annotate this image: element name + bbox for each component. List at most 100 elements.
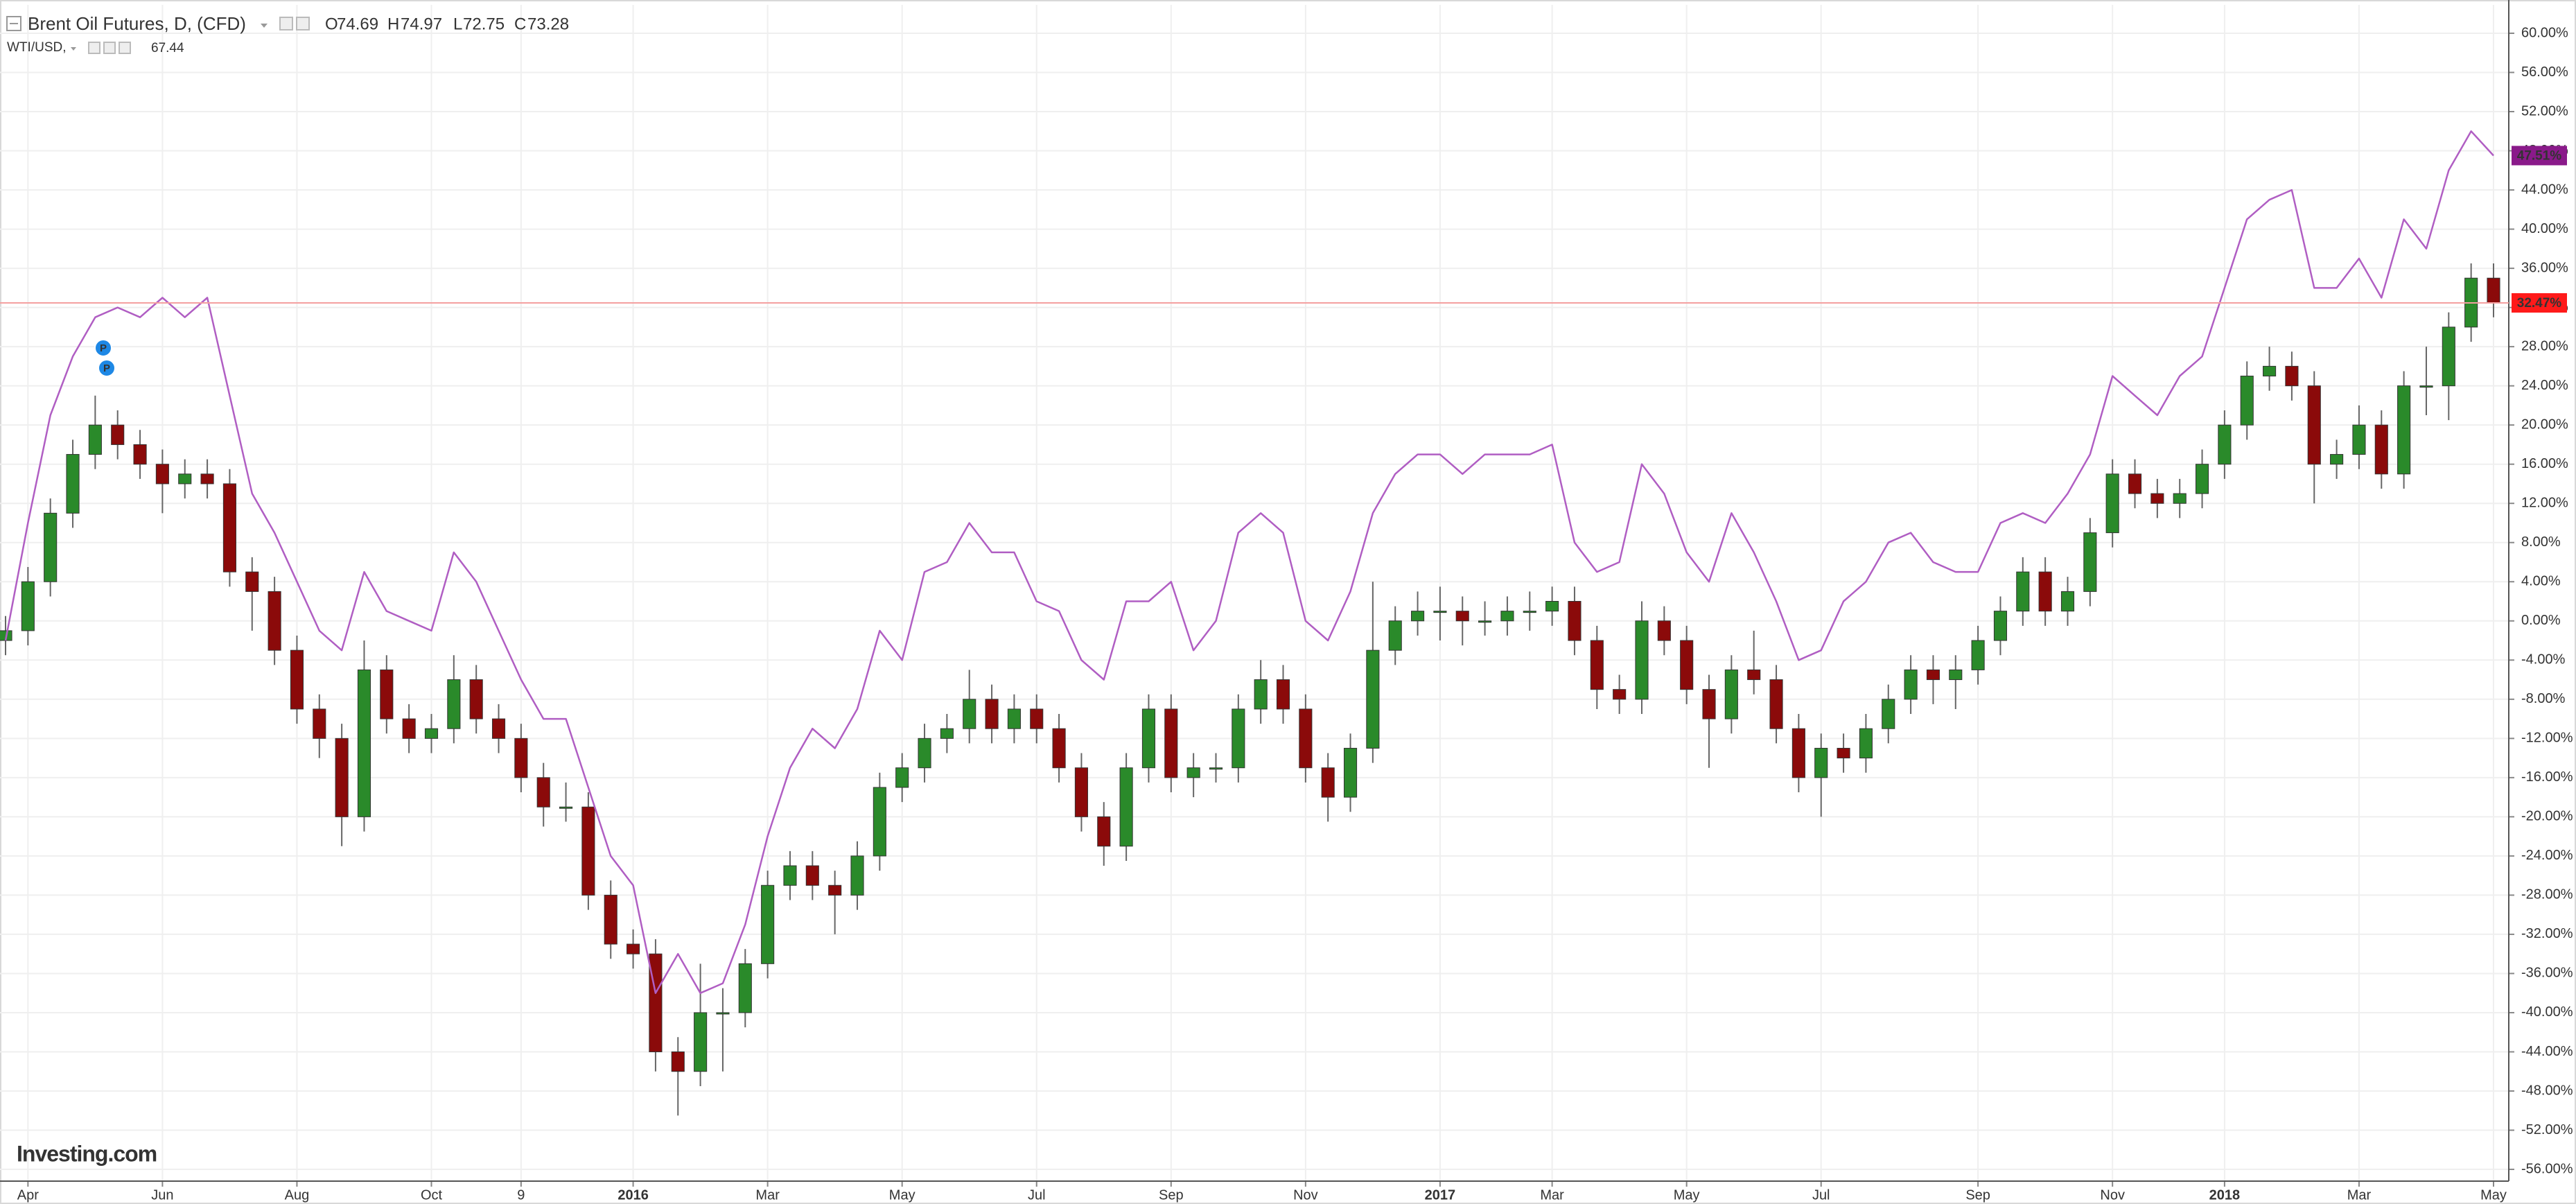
candle-body xyxy=(805,865,819,886)
candle-body xyxy=(627,943,640,954)
candle-body xyxy=(559,806,573,809)
y-tick-label: -4.00% xyxy=(2521,652,2566,668)
candle-body xyxy=(694,1012,708,1072)
ohlc-value: 73.28 xyxy=(527,15,569,33)
y-tick-label: 0.00% xyxy=(2521,613,2561,628)
y-tick-label: 44.00% xyxy=(2521,182,2568,197)
y-tick-label: 40.00% xyxy=(2521,221,2568,236)
line-series xyxy=(4,130,2494,994)
dropdown-caret[interactable] xyxy=(71,47,76,51)
y-tick-label: -20.00% xyxy=(2521,809,2573,824)
settings-icon[interactable] xyxy=(279,17,293,30)
candle-body xyxy=(245,571,259,592)
x-tick-label: Aug xyxy=(285,1187,310,1203)
ohlc-value: 74.97 xyxy=(401,15,442,33)
candle-body xyxy=(1388,620,1402,651)
price-tag-label: 47.51% xyxy=(2517,148,2562,163)
candle-body xyxy=(2195,464,2209,494)
candle-body xyxy=(447,679,461,729)
candle-body xyxy=(268,591,281,651)
hide-icon[interactable] xyxy=(296,17,310,30)
candle-body xyxy=(918,738,931,769)
candle-body xyxy=(1433,611,1447,613)
candle-body xyxy=(2330,454,2344,465)
remove-icon[interactable] xyxy=(119,42,131,54)
x-tick-label: Apr xyxy=(17,1187,39,1203)
candle-body xyxy=(1052,728,1066,769)
candle-body xyxy=(155,464,169,485)
candle-body xyxy=(1254,679,1268,710)
x-tick-label: 9 xyxy=(517,1187,525,1203)
annotation-marker[interactable] xyxy=(98,359,116,377)
candle-body xyxy=(402,718,416,739)
legend-value: 67.44 xyxy=(151,41,184,55)
candle-body xyxy=(1635,620,1649,700)
candle-body xyxy=(357,669,371,817)
x-tick-label: Oct xyxy=(421,1187,443,1203)
candle-body xyxy=(2083,532,2097,592)
overlay: 32.47% 47.51% Brent Oil Futures, D, (CFD) O… xyxy=(6,13,2567,1166)
x-tick-label: Jul xyxy=(1028,1187,1046,1203)
y-tick-label: -32.00% xyxy=(2521,926,2573,941)
candle-body xyxy=(536,777,550,808)
x-tick-label: May xyxy=(889,1187,915,1203)
hide-icon[interactable] xyxy=(103,42,116,54)
candle-body xyxy=(985,699,999,729)
y-tick-label: 12.00% xyxy=(2521,495,2568,510)
candle-body xyxy=(469,679,483,719)
candle-body xyxy=(1724,669,1738,719)
candle-body xyxy=(1164,708,1178,778)
annotation-label: P xyxy=(103,363,110,374)
candle-body xyxy=(2442,326,2455,387)
candle-body xyxy=(1500,611,1514,622)
x-tick-label: Nov xyxy=(1293,1187,1318,1203)
candle-body xyxy=(2150,493,2164,504)
candle-body xyxy=(1837,747,1850,759)
settings-icon[interactable] xyxy=(88,42,100,54)
candle-body xyxy=(111,424,125,445)
candle-body xyxy=(2016,571,2030,612)
x-tick-label: Jul xyxy=(1812,1187,1830,1203)
dropdown-caret[interactable] xyxy=(261,24,268,28)
candle-body xyxy=(1702,689,1716,719)
candle-body xyxy=(2128,473,2142,494)
y-tick-label: -24.00% xyxy=(2521,848,2573,863)
y-tick-label: -36.00% xyxy=(2521,966,2573,981)
y-tick-label: -44.00% xyxy=(2521,1044,2573,1059)
x-tick-label: 2016 xyxy=(617,1187,649,1203)
candle-body xyxy=(491,718,506,739)
candle-body xyxy=(1523,611,1536,613)
ohlc-value: 74.69 xyxy=(337,15,378,33)
x-tick-label: Sep xyxy=(1159,1187,1184,1203)
x-tick-label: Jun xyxy=(151,1187,173,1203)
candle-body xyxy=(2105,473,2119,534)
candle-body xyxy=(2173,493,2187,504)
y-tick-label: 16.00% xyxy=(2521,456,2568,471)
candle-body xyxy=(313,708,326,739)
candle-body xyxy=(1097,816,1111,847)
candle-body xyxy=(222,483,236,573)
candle-body xyxy=(1299,708,1313,769)
candle-body xyxy=(604,894,617,945)
candle-body xyxy=(2038,571,2052,612)
candle-body xyxy=(21,581,35,631)
candle-body xyxy=(44,512,58,582)
candle-body xyxy=(380,669,394,719)
candle-body xyxy=(2352,424,2366,455)
candle-body xyxy=(1613,689,1627,700)
candle-body xyxy=(1209,767,1223,770)
y-tick-label: -8.00% xyxy=(2521,691,2566,706)
price-tag xyxy=(2512,146,2567,166)
candle-body xyxy=(850,855,864,896)
candle-body xyxy=(133,444,147,465)
y-tick-label: 20.00% xyxy=(2521,417,2568,432)
candle-body xyxy=(1926,669,1940,681)
annotation-marker[interactable] xyxy=(94,339,112,357)
candle-body xyxy=(1791,728,1805,778)
candle-body xyxy=(761,884,775,964)
candle-body xyxy=(1232,708,1245,769)
candle-body xyxy=(1904,669,1918,700)
